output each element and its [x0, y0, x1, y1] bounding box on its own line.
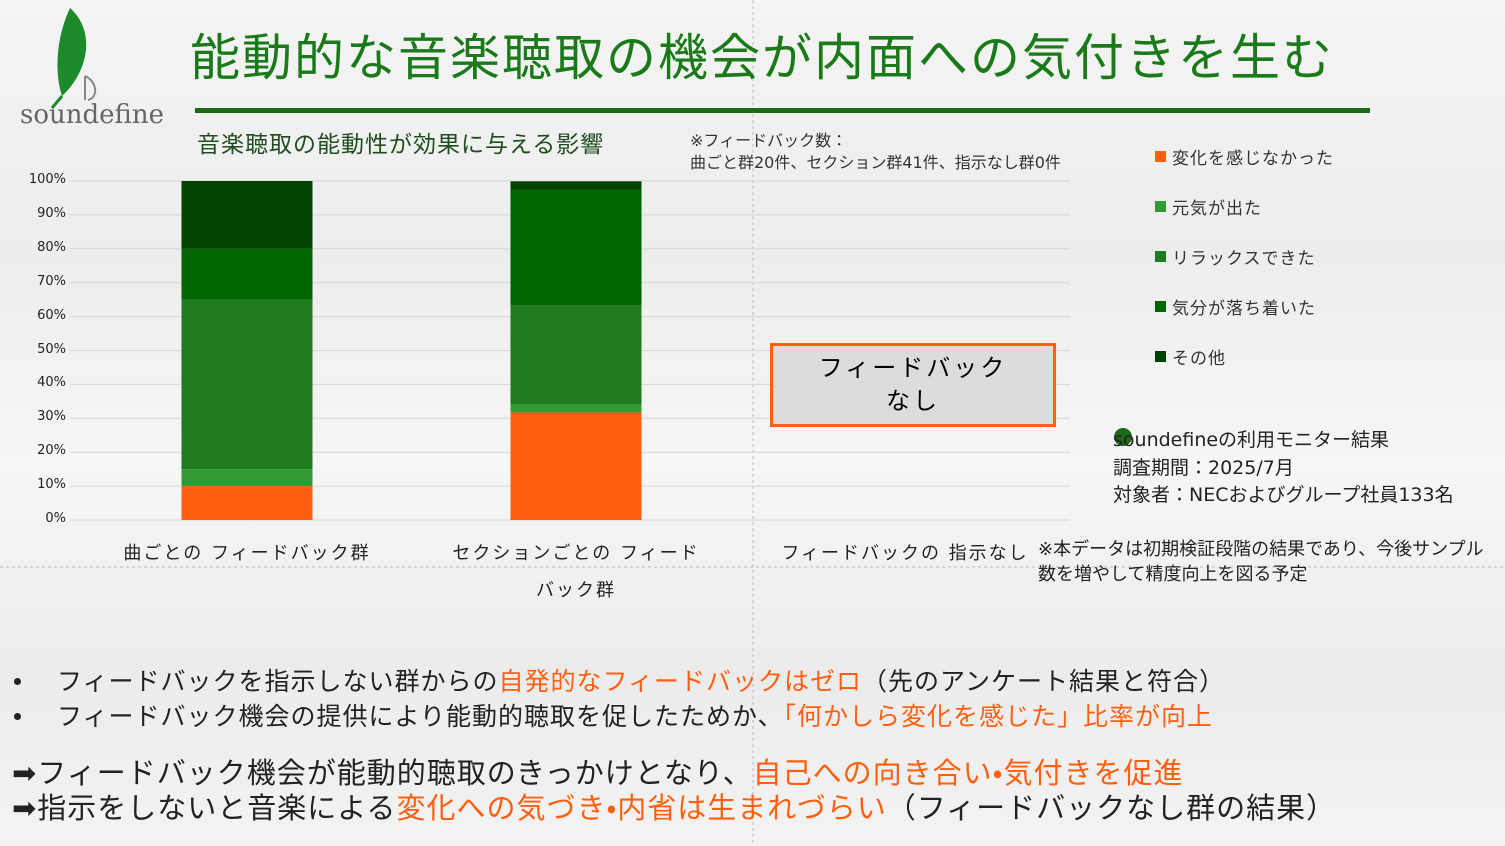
legend-label: その他 — [1172, 349, 1226, 369]
bar-segment — [181, 469, 313, 487]
text-segment: フィードバックを指示しない群からの — [57, 667, 499, 696]
x-tick-label: セクションごとの フィードバック群 — [452, 543, 700, 601]
y-tick-label: 10% — [37, 477, 66, 493]
text-segment: （先のアンケート結果と符合） — [862, 667, 1226, 696]
y-tick-label: 30% — [37, 409, 66, 425]
bar-segment — [181, 299, 313, 470]
text-line: フィードバック機会の提供により能動的聴取を促したためか、「何かしら変化を感じた」… — [10, 697, 1213, 733]
text-segment: 「何かしら変化を感じた」比率が向上 — [783, 702, 1214, 731]
annotation: フィードバック なし — [770, 343, 1056, 427]
y-tick-label: 80% — [37, 239, 66, 255]
y-tick-label: 60% — [37, 307, 66, 323]
text-line: ➡フィードバック機会が能動的聴取のきっかけとなり、自己への向き合い・気付きを促進 — [12, 750, 1184, 792]
legend-swatch — [1155, 351, 1166, 362]
legend-label: 元気が出た — [1172, 199, 1262, 219]
y-tick-label: 50% — [37, 341, 66, 357]
legend-label: 変化を感じなかった — [1172, 149, 1334, 169]
bar-segment — [181, 248, 313, 300]
title-rule — [195, 108, 1370, 113]
legend-swatch — [1155, 301, 1166, 312]
text-segment: （フィードバックなし群の結果） — [886, 791, 1337, 825]
y-tick-label: 100% — [28, 172, 66, 187]
x-tick-label: フィードバックの 指示なし — [781, 543, 1029, 564]
bar-segment — [510, 189, 642, 306]
legend-label: リラックスできた — [1172, 249, 1316, 269]
legend-label: 気分が落ち着いた — [1172, 299, 1316, 319]
info: 対象者：NECおよびグループ社員133名 — [1113, 484, 1454, 506]
title: 能動的な音楽聴取の機会が内面への気付きを生む — [190, 29, 1334, 87]
disclaimer: ※本データは初期検証段階の結果であり、今後サンプル数を増やして精度向上を図る予定 — [1038, 539, 1484, 585]
y-tick-label: 20% — [37, 443, 66, 459]
text-segment: 変化への気づき・内省は生まれづらい — [396, 791, 887, 825]
text-segment: ➡フィードバック機会が能動的聴取のきっかけとなり、 — [12, 756, 753, 790]
y-tick-label: 0% — [45, 511, 66, 526]
y-tick-label: 40% — [37, 375, 66, 391]
logo-text: soundefine — [20, 100, 164, 130]
legend-swatch — [1155, 151, 1166, 162]
logo-feather — [50, 8, 97, 109]
y-tick-label: 90% — [37, 205, 66, 221]
x-tick-label: 曲ごとの フィードバック群 — [123, 543, 371, 564]
note: ※フィードバック数： 曲ごと群20件、セクション群41件、指示なし群0件 — [690, 131, 1061, 172]
text-line: フィードバックを指示しない群からの自発的なフィードバックはゼロ（先のアンケート結… — [10, 662, 1225, 698]
text-segment: フィードバック機会の提供により能動的聴取を促したためか、 — [57, 702, 784, 731]
bullet-dot — [1114, 428, 1132, 446]
text-segment: ➡指示をしないと音楽による — [12, 791, 397, 825]
info: 調査期間：2025/7月 — [1113, 457, 1294, 479]
info: soundefineの利用モニター結果 — [1113, 429, 1390, 451]
bar-segment — [510, 181, 642, 190]
bar-segment — [510, 305, 642, 405]
legend-swatch — [1155, 201, 1166, 212]
bar-segment — [181, 486, 313, 520]
bar-segment — [510, 404, 642, 413]
text-segment: 自発的なフィードバックはゼロ — [498, 667, 863, 696]
text-segment: 自己への向き合い・気付きを促進 — [752, 756, 1184, 790]
bar-segment — [510, 412, 642, 520]
legend-swatch — [1155, 251, 1166, 262]
chart-title: 音楽聴取の能動性が効果に与える影響 — [197, 132, 605, 158]
y-tick-label: 70% — [37, 273, 66, 289]
text-line: ➡指示をしないと音楽による変化への気づき・内省は生まれづらい（フィードバックなし… — [12, 785, 1336, 827]
bar-segment — [181, 181, 313, 249]
